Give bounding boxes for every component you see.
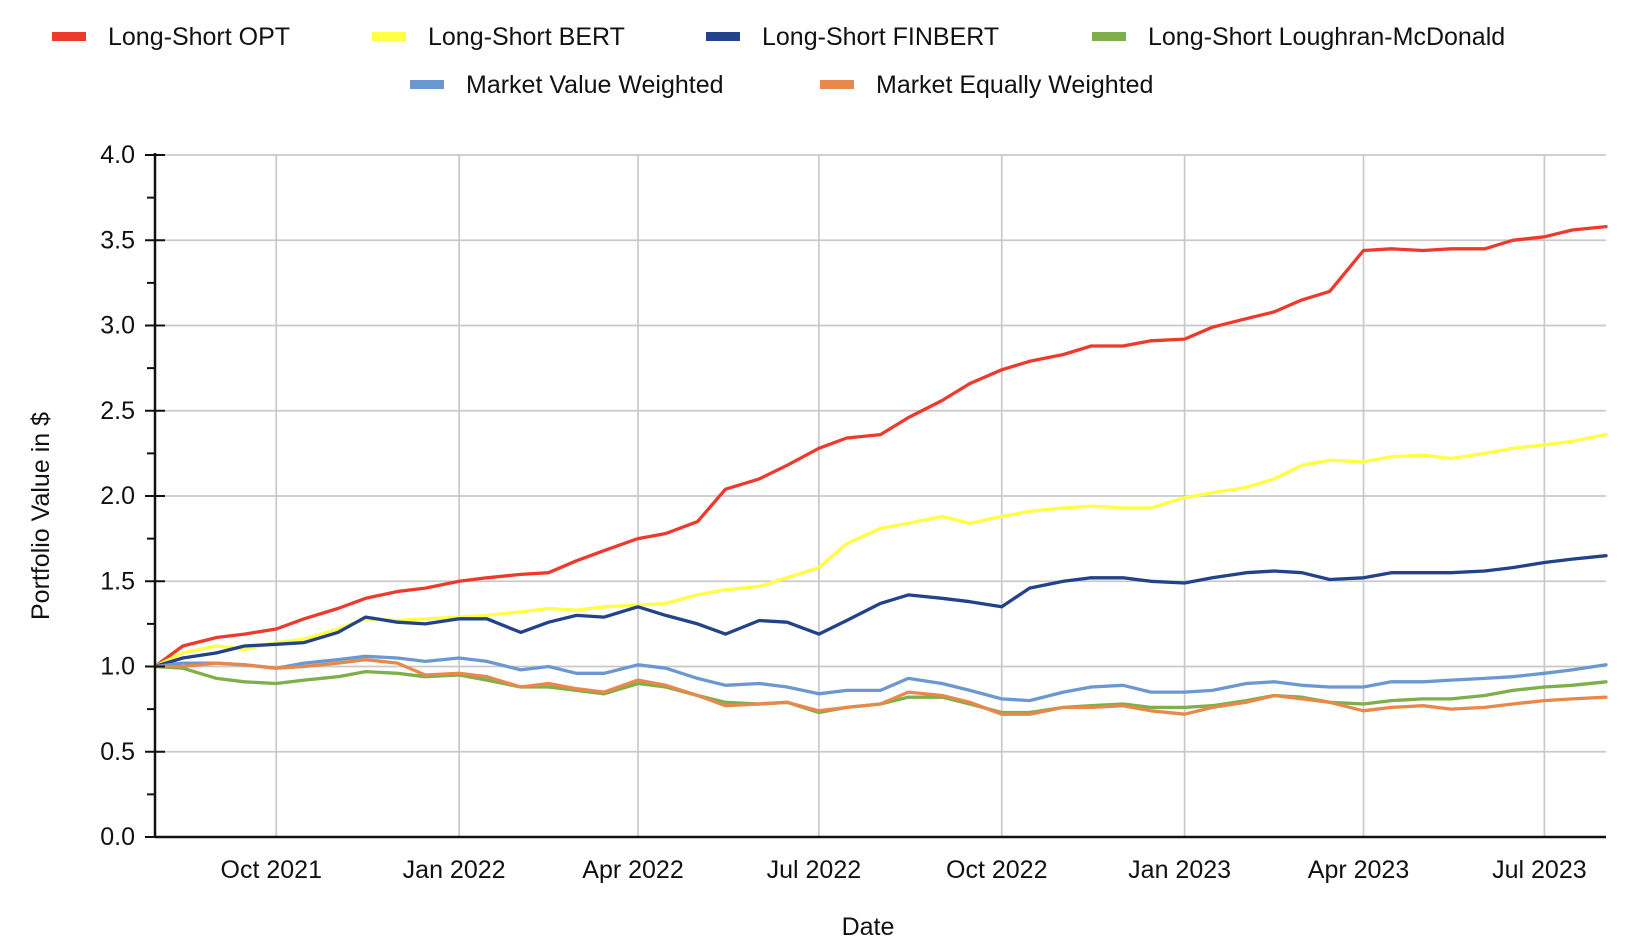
x-tick-label: Apr 2022 bbox=[582, 856, 683, 884]
grid bbox=[155, 154, 1606, 837]
x-tick-label: Jan 2022 bbox=[403, 856, 506, 884]
x-tick-label: Jul 2023 bbox=[1492, 856, 1587, 884]
y-tick-label: 3.5 bbox=[100, 226, 135, 254]
legend-label: Long-Short BERT bbox=[428, 23, 625, 51]
legend-label: Long-Short Loughran-McDonald bbox=[1148, 23, 1505, 51]
y-tick-label: 1.5 bbox=[100, 567, 135, 595]
y-tick-label: 1.0 bbox=[100, 653, 135, 681]
x-tick-label: Apr 2023 bbox=[1308, 856, 1409, 884]
x-tick-label: Jan 2023 bbox=[1128, 856, 1231, 884]
y-tick-label: 2.5 bbox=[100, 397, 135, 425]
y-axis-label: Portfolio Value in $ bbox=[27, 412, 55, 620]
legend-swatch bbox=[52, 32, 86, 41]
series-lines bbox=[153, 224, 1608, 716]
y-tick-label: 4.0 bbox=[100, 141, 135, 169]
x-tick-label: Oct 2021 bbox=[221, 856, 322, 884]
y-tick-label: 0.0 bbox=[100, 823, 135, 851]
legend-label: Long-Short OPT bbox=[108, 23, 290, 51]
legend-swatch bbox=[820, 80, 854, 89]
series-line-market-equally-weighted bbox=[153, 658, 1608, 716]
x-axis-label: Date bbox=[842, 913, 895, 938]
y-tick-label: 3.0 bbox=[100, 312, 135, 340]
series-line-market-value-weighted bbox=[153, 654, 1608, 703]
axes: 0.0 0.5 1.0 1.5 2.0 2.5 3.0 3.5 4.0 Oct 2021 Jan 2… bbox=[100, 141, 1606, 884]
legend-swatch bbox=[1092, 32, 1126, 41]
legend-label: Market Value Weighted bbox=[466, 71, 724, 99]
y-tick-label: 0.5 bbox=[100, 738, 135, 766]
series-line-long-short-opt bbox=[153, 224, 1608, 669]
x-tick-label: Jul 2022 bbox=[767, 856, 862, 884]
legend-swatch bbox=[706, 32, 740, 41]
series-line-long-short-bert bbox=[153, 432, 1608, 669]
series-line-long-short-finbert bbox=[153, 554, 1608, 669]
y-tick-label: 2.0 bbox=[100, 482, 135, 510]
legend-swatch bbox=[372, 32, 406, 41]
legend-swatch bbox=[410, 80, 444, 89]
x-tick-label: Oct 2022 bbox=[946, 856, 1047, 884]
legend-label: Market Equally Weighted bbox=[876, 71, 1153, 99]
legend: Long-Short OPT Long-Short BERT Long-Short … bbox=[52, 23, 1505, 99]
legend-label: Long-Short FINBERT bbox=[762, 23, 999, 51]
